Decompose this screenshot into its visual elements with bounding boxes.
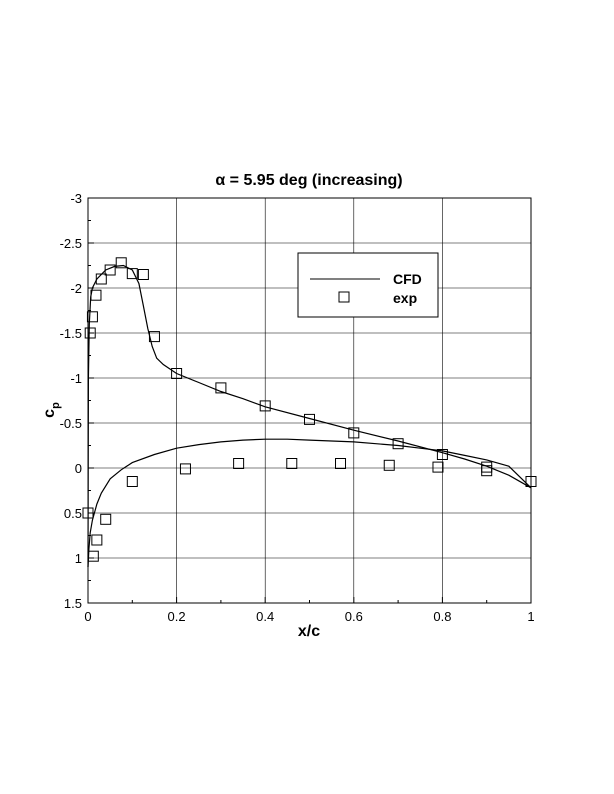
exp-point (233, 458, 245, 469)
exp-point (100, 513, 112, 525)
exp-point (115, 257, 127, 269)
exp-point (348, 427, 360, 439)
exp-point (91, 534, 103, 546)
y-axis-label-main: c (41, 409, 58, 418)
y-tick-label: 0.5 (64, 506, 82, 521)
x-tick-label: 0.6 (345, 609, 363, 624)
exp-point (90, 289, 102, 301)
exp-point (335, 458, 347, 469)
chart-title: α = 5.95 deg (increasing) (215, 172, 402, 189)
exp-point (148, 331, 160, 343)
exp-series (82, 257, 537, 562)
exp-point (525, 476, 537, 487)
exp-point (82, 507, 94, 519)
exp-point (179, 463, 191, 475)
legend-exp-label: exp (393, 290, 417, 306)
legend: CFD exp (297, 252, 439, 318)
y-tick-label: -3 (70, 191, 82, 206)
cfd-series (87, 264, 532, 568)
axis-ticks (87, 197, 532, 604)
x-tick-labels: 0 0.2 0.4 0.6 0.8 1 (84, 609, 534, 624)
y-axis-label: cp (41, 402, 62, 418)
exp-point (286, 458, 298, 469)
exp-point (481, 465, 493, 477)
x-tick-label: 0 (84, 609, 91, 624)
exp-point (259, 400, 271, 412)
exp-point (126, 268, 138, 280)
x-tick-label: 0.4 (256, 609, 274, 624)
y-tick-label: -1 (70, 371, 82, 386)
exp-point (171, 368, 183, 379)
legend-box (297, 252, 439, 318)
exp-point (436, 449, 448, 460)
legend-exp-marker (338, 291, 350, 303)
x-tick-label: 1 (527, 609, 534, 624)
exp-point (95, 273, 107, 285)
exp-point (86, 311, 98, 323)
exp-point (392, 438, 404, 450)
y-axis-label-subscript: p (50, 402, 62, 409)
cfd-line (87, 264, 532, 568)
cfd-line (87, 438, 532, 568)
exp-point (432, 461, 444, 473)
exp-point (84, 327, 96, 339)
exp-point (137, 269, 149, 280)
exp-point (87, 550, 99, 562)
x-axis-label: x/c (298, 623, 320, 640)
exp-point (304, 413, 315, 425)
y-tick-label: 1 (75, 551, 82, 566)
y-tick-label: -1.5 (60, 326, 82, 341)
y-tick-label: -0.5 (60, 416, 82, 431)
y-tick-label: -2.5 (60, 236, 82, 251)
x-tick-label: 0.8 (433, 609, 451, 624)
exp-point (383, 459, 395, 471)
legend-cfd-label: CFD (393, 271, 422, 287)
y-tick-labels: -3 -2.5 -2 -1.5 -1 -0.5 0 0.5 1 1.5 (60, 191, 82, 611)
y-tick-label: -2 (70, 281, 82, 296)
exp-point (215, 382, 227, 394)
y-tick-label: 1.5 (64, 596, 82, 611)
x-tick-label: 0.2 (168, 609, 186, 624)
exp-point (126, 476, 138, 487)
y-tick-label: 0 (75, 461, 82, 476)
exp-point (104, 264, 116, 276)
